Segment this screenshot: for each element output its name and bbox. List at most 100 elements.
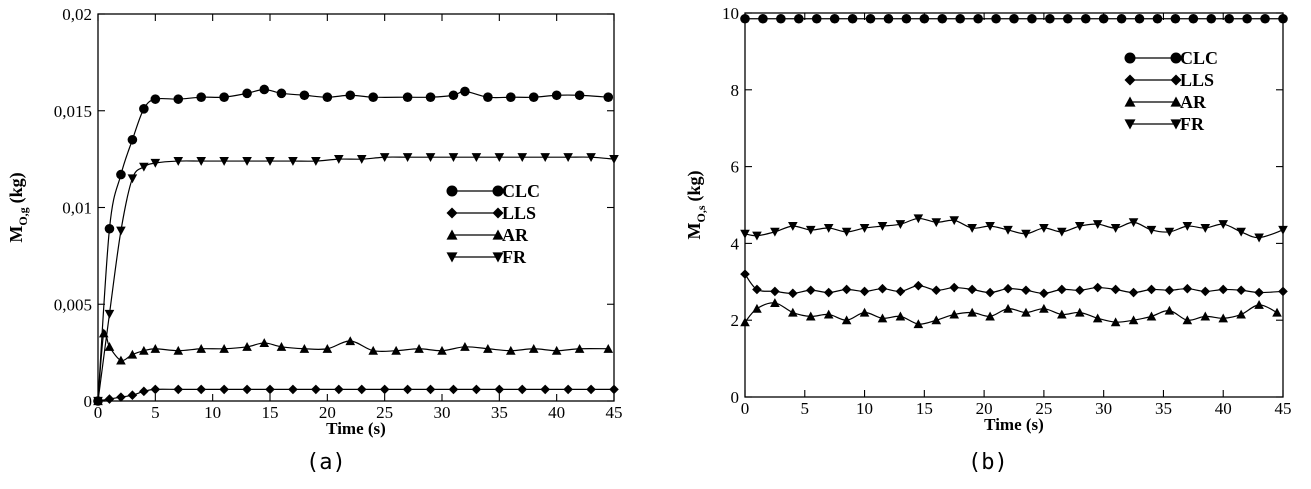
point-ar — [322, 343, 333, 353]
point-ar — [1110, 317, 1121, 327]
point-fr — [311, 156, 321, 166]
x-tick-label: 40 — [548, 403, 565, 422]
point-clc — [865, 13, 876, 24]
point-fr — [1128, 218, 1139, 228]
point-fr — [1003, 225, 1013, 235]
point-lls — [931, 285, 942, 296]
point-ar — [859, 307, 870, 317]
y-axis-label-unit: (kg) — [684, 170, 705, 201]
x-tick-label: 35 — [491, 403, 508, 422]
point-ar — [460, 342, 470, 351]
point-clc — [901, 13, 912, 24]
point-fr — [985, 222, 995, 231]
point-fr — [540, 153, 550, 162]
point-clc — [794, 13, 804, 24]
point-fr — [740, 229, 750, 239]
point-ar — [276, 342, 287, 351]
point-clc — [829, 13, 840, 24]
legend-marker-fr — [492, 252, 504, 263]
chart-a: 0 5 10 15 20 25 30 35 40 45 0 0,005 0,01 0,015 0,02 Tim… — [6, 5, 623, 438]
point-clc — [919, 13, 930, 24]
legend-marker-lls — [1170, 74, 1182, 86]
point-lls — [356, 384, 367, 395]
legend-marker-ar — [446, 229, 458, 240]
y-tick-label: 4 — [731, 234, 740, 253]
point-ar — [1092, 313, 1103, 323]
point-lls — [242, 384, 252, 395]
y-tick-label: 0,01 — [62, 199, 92, 218]
legend-label-ar: AR — [502, 225, 529, 245]
point-fr — [913, 214, 924, 224]
point-fr — [242, 156, 252, 166]
point-ar — [823, 309, 834, 319]
point-ar — [1128, 315, 1139, 325]
point-lls — [770, 286, 780, 297]
point-fr — [609, 155, 619, 164]
point-clc — [847, 13, 858, 24]
point-clc — [1260, 13, 1270, 24]
point-clc — [1242, 13, 1252, 24]
point-clc — [1027, 13, 1037, 24]
point-ar — [877, 313, 888, 323]
point-lls — [1254, 287, 1264, 298]
point-ar — [740, 317, 750, 327]
point-fr — [1236, 227, 1246, 237]
point-fr — [949, 216, 960, 226]
point-lls — [334, 384, 344, 395]
point-lls — [139, 386, 149, 397]
point-clc — [299, 90, 310, 101]
series-line-ar — [97, 330, 609, 402]
point-clc — [1188, 13, 1199, 24]
legend-label-clc: CLC — [1180, 48, 1218, 68]
point-clc — [242, 88, 252, 99]
point-clc — [322, 92, 333, 103]
point-clc — [1278, 13, 1288, 24]
point-ar — [242, 342, 252, 351]
point-fr — [448, 153, 459, 162]
point-fr — [752, 231, 762, 241]
point-clc — [483, 92, 493, 103]
point-fr — [1164, 227, 1175, 237]
x-axis-label: Time (s) — [984, 415, 1044, 434]
point-lls — [1278, 286, 1288, 297]
point-clc — [1206, 13, 1217, 24]
point-ar — [196, 343, 206, 353]
point-fr — [104, 309, 115, 319]
point-fr — [517, 153, 528, 162]
point-ar — [483, 343, 493, 353]
point-lls — [1236, 285, 1246, 296]
legend-marker-ar — [492, 229, 504, 240]
point-lls — [1164, 285, 1175, 296]
point-fr — [1092, 220, 1103, 229]
point-clc — [955, 13, 965, 24]
point-clc — [776, 13, 786, 24]
point-ar — [437, 345, 447, 355]
y-tick-label: 0,005 — [54, 295, 92, 314]
x-tick-label: 20 — [319, 403, 336, 422]
point-fr — [877, 222, 888, 231]
point-lls — [288, 384, 298, 395]
point-ar — [1236, 309, 1246, 319]
point-clc — [1170, 13, 1181, 24]
point-clc — [345, 90, 356, 101]
point-clc — [603, 92, 614, 103]
point-ar — [949, 309, 960, 319]
point-lls — [471, 384, 482, 395]
x-tick-label: 15 — [916, 399, 933, 418]
point-lls — [402, 384, 413, 395]
legend-marker-fr — [446, 252, 458, 263]
point-clc — [973, 13, 983, 24]
point-clc — [574, 90, 585, 101]
point-lls — [517, 384, 528, 395]
point-clc — [811, 13, 822, 24]
point-clc — [276, 88, 287, 99]
point-lls — [173, 384, 184, 395]
x-tick-label: 30 — [1095, 399, 1112, 418]
point-lls — [379, 384, 390, 395]
point-fr — [895, 220, 906, 229]
point-ar — [551, 345, 562, 355]
point-fr — [823, 223, 834, 233]
point-fr — [859, 223, 870, 233]
point-clc — [402, 92, 413, 103]
point-fr — [265, 156, 275, 166]
